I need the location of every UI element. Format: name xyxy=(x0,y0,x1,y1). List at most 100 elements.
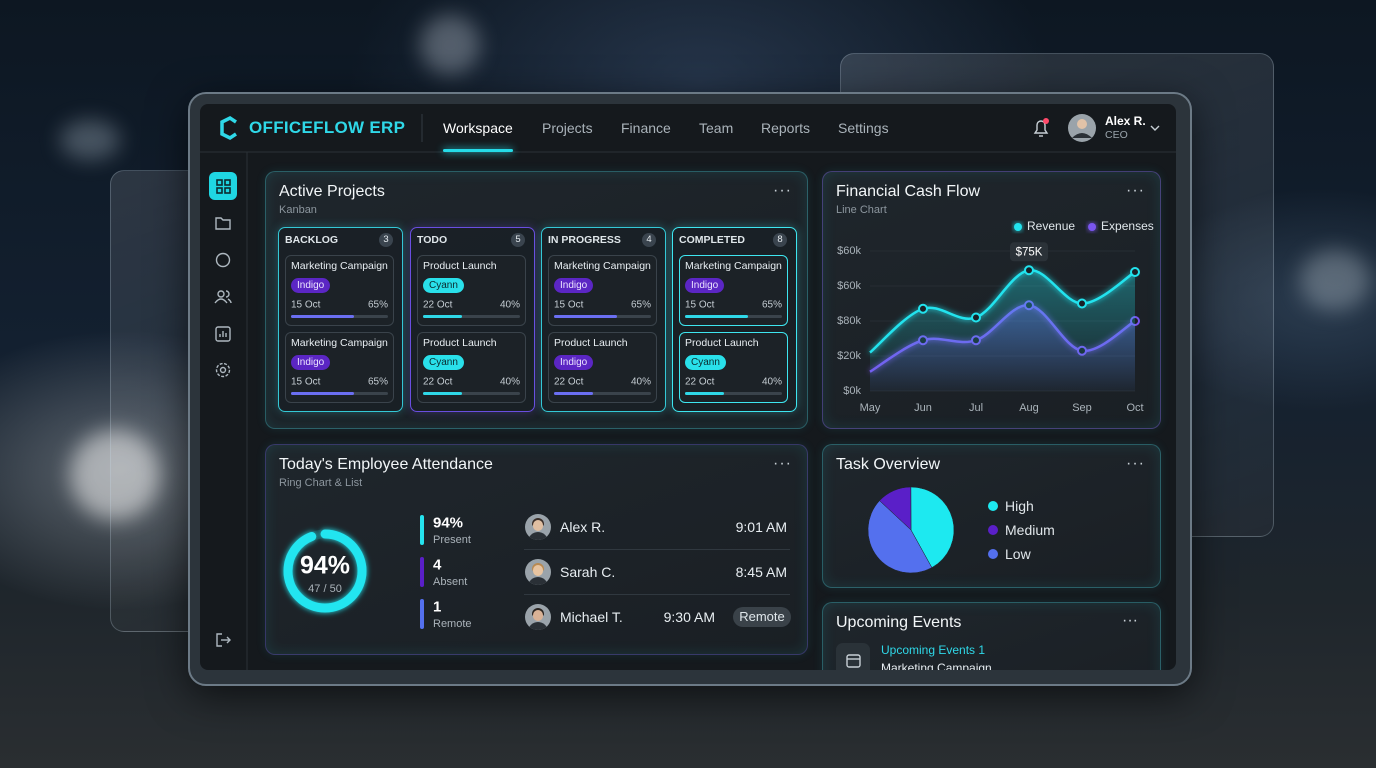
nav-item[interactable]: Projects xyxy=(542,120,593,136)
nav-item[interactable]: Settings xyxy=(838,120,889,136)
ring-value: 94% xyxy=(299,551,351,580)
event-subtitle: Marketing Campaign xyxy=(881,661,992,670)
nav-item[interactable]: Finance xyxy=(621,120,671,136)
card-title: Today's Employee Attendance xyxy=(279,456,493,473)
task-name: Marketing Campaign xyxy=(554,260,651,272)
employee-name: Alex R. xyxy=(560,519,606,535)
event-icon-box xyxy=(836,643,870,670)
avatar-face xyxy=(533,565,543,576)
user-name: Alex R. xyxy=(1105,114,1146,128)
task-date: 22 Oct xyxy=(423,376,453,388)
avatar-face xyxy=(533,520,543,531)
task-progress-label: 65% xyxy=(367,299,388,311)
stat-bar xyxy=(420,515,424,545)
task-tag: Indigo xyxy=(554,355,594,370)
stat-label: Present xyxy=(433,534,471,546)
more-menu[interactable]: ··· xyxy=(773,455,792,472)
employee-name: Michael T. xyxy=(560,609,623,625)
column-name: IN PROGRESS xyxy=(548,234,621,246)
column-name: BACKLOG xyxy=(285,234,339,246)
progress-bar xyxy=(685,392,724,395)
card xyxy=(822,602,1161,670)
check-in-time: 9:30 AM xyxy=(663,609,715,625)
progress-bar xyxy=(423,315,462,318)
avatar xyxy=(525,559,551,585)
more-menu[interactable]: ··· xyxy=(1126,455,1145,472)
task-tag: Cyann xyxy=(685,355,726,370)
task-name: Marketing Campaign xyxy=(291,260,388,272)
bokeh xyxy=(420,15,480,75)
stat-bar xyxy=(420,599,424,629)
progress-bar xyxy=(554,315,618,318)
bokeh xyxy=(1300,250,1370,310)
column-count: 4 xyxy=(642,233,656,247)
bokeh xyxy=(70,430,160,520)
task-date: 22 Oct xyxy=(685,376,715,388)
task-tag: Indigo xyxy=(291,278,331,293)
task-tag: Indigo xyxy=(554,278,594,293)
nav-item[interactable]: Reports xyxy=(761,120,811,136)
stat-label: Absent xyxy=(433,576,468,588)
card-subtitle: Kanban xyxy=(279,204,317,216)
card-subtitle: Ring Chart & List xyxy=(279,477,363,489)
task-date: 22 Oct xyxy=(423,299,453,311)
avatar xyxy=(525,604,551,630)
progress-track xyxy=(423,392,520,395)
task-name: Product Launch xyxy=(423,260,497,272)
nav-item[interactable]: Team xyxy=(699,120,734,136)
task-date: 15 Oct xyxy=(291,376,321,388)
legend-dot xyxy=(988,501,998,511)
status-badge: Remote xyxy=(733,607,791,627)
task-progress-label: 65% xyxy=(761,299,782,311)
more-menu[interactable]: ··· xyxy=(1126,182,1145,199)
card-title: Upcoming Events xyxy=(836,614,962,631)
task-date: 15 Oct xyxy=(554,299,584,311)
task-date: 15 Oct xyxy=(291,299,321,311)
legend-dot xyxy=(988,525,998,535)
progress-bar xyxy=(291,392,355,395)
task-progress-label: 65% xyxy=(630,299,651,311)
task-progress-label: 40% xyxy=(499,299,520,311)
legend-label: Low xyxy=(1005,546,1031,562)
brand: OFFICEFLOW ERP xyxy=(249,118,406,137)
glass-panel xyxy=(110,170,202,632)
task-name: Product Launch xyxy=(554,337,628,349)
nav-underline xyxy=(443,149,513,152)
employee-name: Sarah C. xyxy=(560,564,616,580)
bokeh xyxy=(60,120,120,160)
task-date: 15 Oct xyxy=(685,299,715,311)
task-progress-label: 40% xyxy=(499,376,520,388)
task-name: Marketing Campaign xyxy=(291,337,388,349)
progress-bar xyxy=(291,315,355,318)
task-name: Marketing Campaign xyxy=(685,260,782,272)
avatar-body xyxy=(528,532,548,540)
task-tag: Indigo xyxy=(291,355,331,370)
task-name: Product Launch xyxy=(423,337,497,349)
progress-bar xyxy=(685,315,749,318)
nav-item[interactable]: Workspace xyxy=(443,120,513,136)
list-divider xyxy=(524,594,790,595)
task-name: Product Launch xyxy=(685,337,759,349)
column-name: TODO xyxy=(417,234,448,246)
task-progress-label: 40% xyxy=(630,376,651,388)
stat-value: 1 xyxy=(433,598,442,616)
column-count: 8 xyxy=(773,233,787,247)
task-progress-label: 40% xyxy=(761,376,782,388)
user-role: CEO xyxy=(1105,129,1128,141)
events-clip: Upcoming Events ··· Upcoming Events 1 Marke… xyxy=(822,602,1159,670)
column-count: 3 xyxy=(379,233,393,247)
task-date: 22 Oct xyxy=(554,376,584,388)
avatar-body xyxy=(528,622,548,630)
more-menu[interactable]: ··· xyxy=(1122,612,1138,629)
check-in-time: 8:45 AM xyxy=(735,564,787,580)
legend-label: Medium xyxy=(1005,522,1055,538)
progress-track xyxy=(685,392,782,395)
avatar-body xyxy=(528,577,548,585)
card-subtitle: Line Chart xyxy=(836,204,887,216)
column-name: COMPLETED xyxy=(679,234,745,246)
task-progress-label: 65% xyxy=(367,376,388,388)
stat-value: 94% xyxy=(433,514,464,532)
more-menu[interactable]: ··· xyxy=(773,182,792,199)
legend-label: High xyxy=(1005,498,1034,514)
